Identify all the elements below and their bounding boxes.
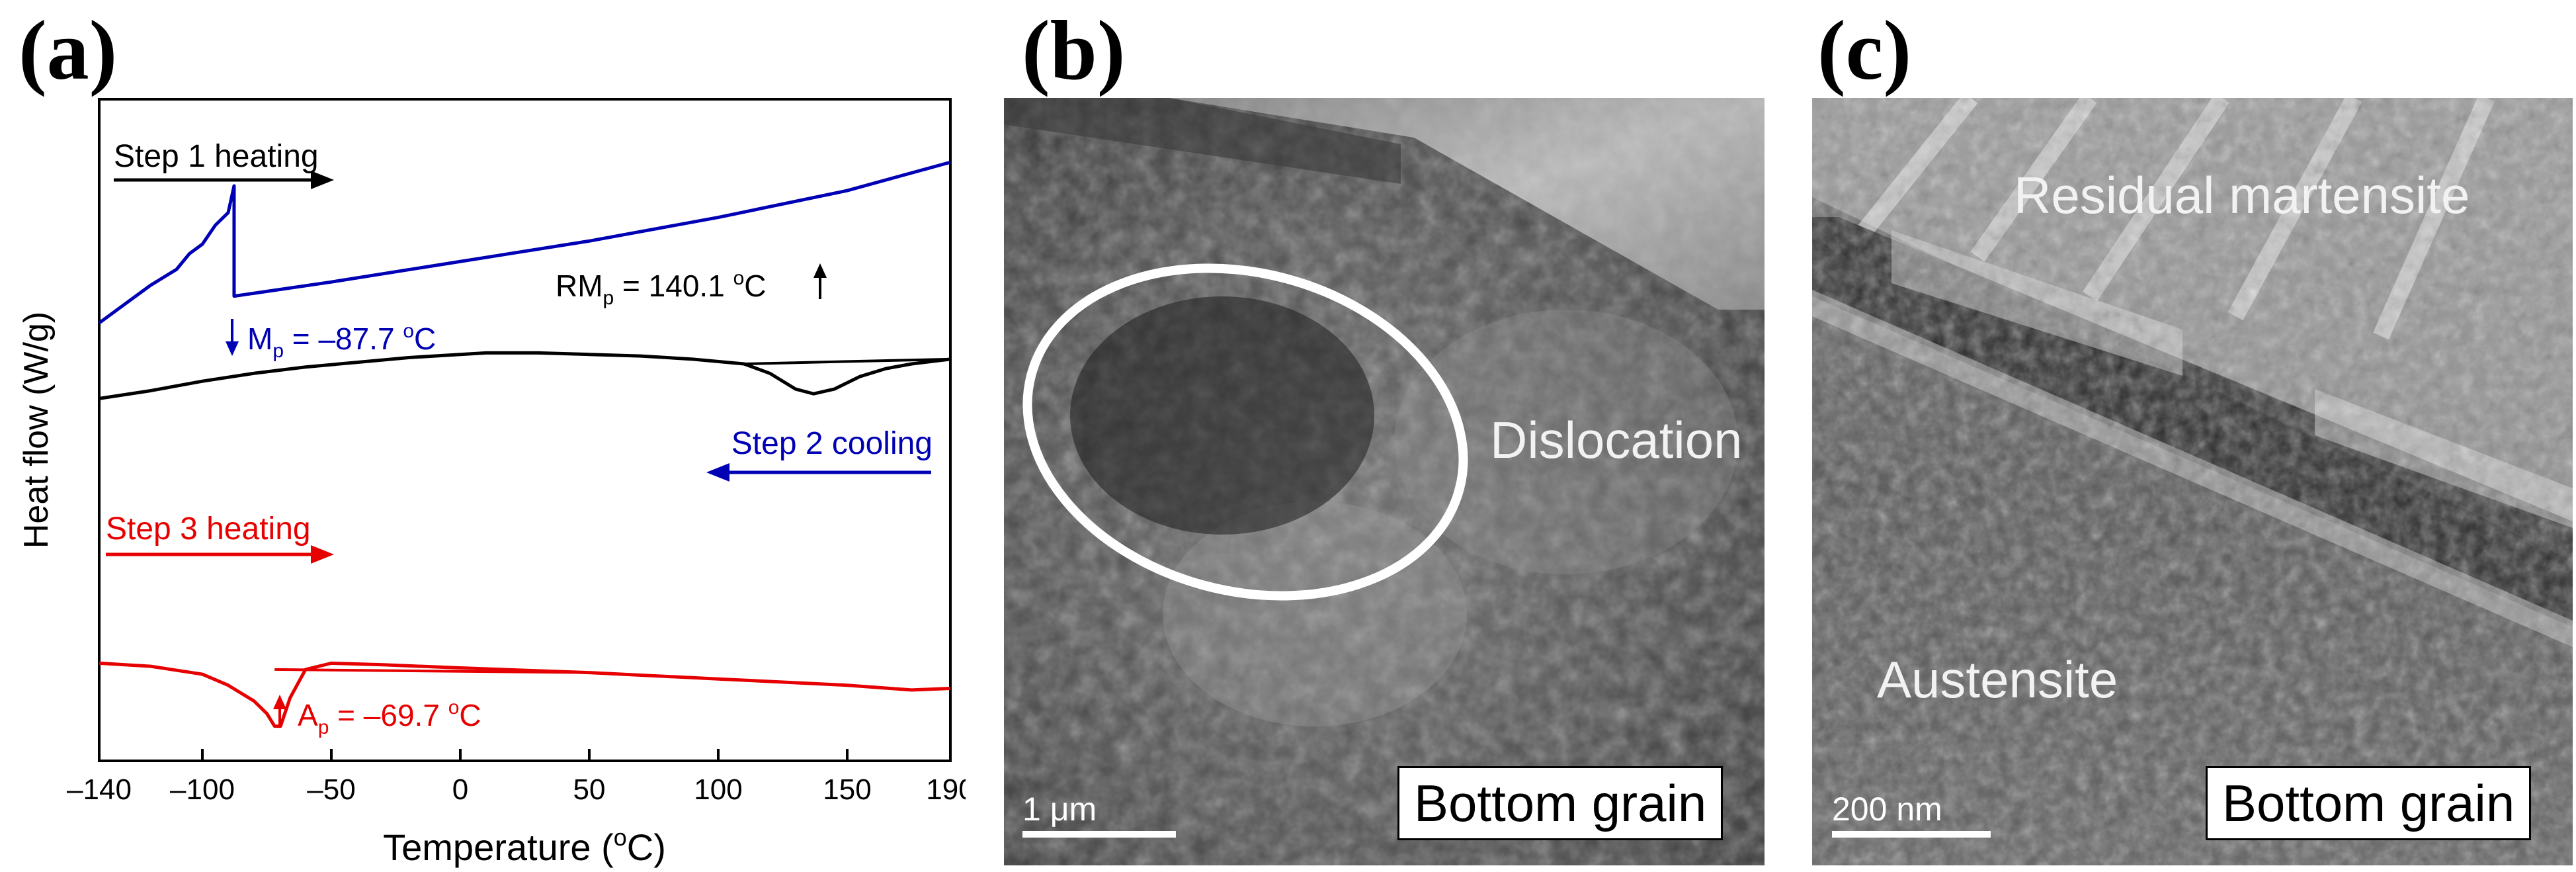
tem-image-c: Residual martensite Austensite 200 nm Bo… [1812,98,2573,865]
scale-bar-c: 200 nm [1832,793,1991,838]
x-tick-label-4: 50 [573,773,606,806]
rmp-annotation: RMp = 140.1 oC [556,267,766,309]
scale-bar-b-line [1022,831,1176,838]
rmp-arrowhead [813,263,827,278]
step2-label: Step 2 cooling [731,426,933,461]
step3-arrowhead [311,545,334,564]
plot-frame [98,98,952,762]
tem-image-c-svg [1812,98,2573,865]
x-tick-label-5: 100 [694,773,742,806]
series-baseline-3 [274,668,590,674]
mp-arrowhead [226,341,239,356]
scale-bar-c-label: 200 nm [1832,791,1942,828]
residual-martensite-label: Residual martensite [2014,166,2470,224]
x-tick-label-0: –140 [67,773,132,806]
series-line-3 [99,661,951,728]
mp-annotation: Mp = –87.7 oC [247,320,436,362]
bottom-grain-label-b: Bottom grain [1397,766,1724,840]
scale-bar-b-label: 1 μm [1022,791,1097,828]
x-tick-label-3: 0 [452,773,468,806]
x-tick-label-7: 190 [926,773,966,806]
step3-label: Step 3 heating [106,511,311,546]
dsc-chart: –140 –100 –50 0 50 100 150 190 Step 1 heating S… [0,0,966,872]
x-tick-label-6: 150 [823,773,871,806]
tem-image-b: Dislocation 1 μm Bottom grain [1004,98,1765,865]
series-group [98,160,951,728]
x-ticks: –140 –100 –50 0 50 100 150 190 [67,749,966,806]
grain-boundary-band [1169,98,1765,310]
step1-label: Step 1 heating [114,139,319,174]
bottom-grain-label-c: Bottom grain [2206,766,2532,840]
x-tick-label-1: –100 [170,773,235,806]
series-baseline-1 [743,357,951,365]
scale-bar-c-line [1832,831,1991,838]
austensite-label: Austensite [1877,650,2118,709]
dislocation-ellipse [1022,263,1468,601]
step1-arrowhead [311,171,334,189]
ap-annotation: Ap = –69.7 oC [298,697,481,738]
panel-label-c: (c) [1817,3,1912,97]
series-line-1 [99,351,951,400]
dsc-chart-svg: –140 –100 –50 0 50 100 150 190 Step 1 heating S… [17,98,966,868]
x-axis-label: Temperature (oC) [383,824,666,868]
y-axis-label: Heat flow (W/g) [17,312,56,548]
x-tick-label-2: –50 [307,773,355,806]
tem-image-b-svg [1004,98,1765,865]
scale-bar-b: 1 μm [1022,793,1176,838]
ap-arrowhead [273,695,286,709]
step2-arrowhead [706,463,729,482]
dislocation-label: Dislocation [1490,411,1743,469]
panel-label-a: (a) [19,3,118,97]
series-line-2 [98,160,951,325]
panel-label-b: (b) [1022,3,1126,97]
